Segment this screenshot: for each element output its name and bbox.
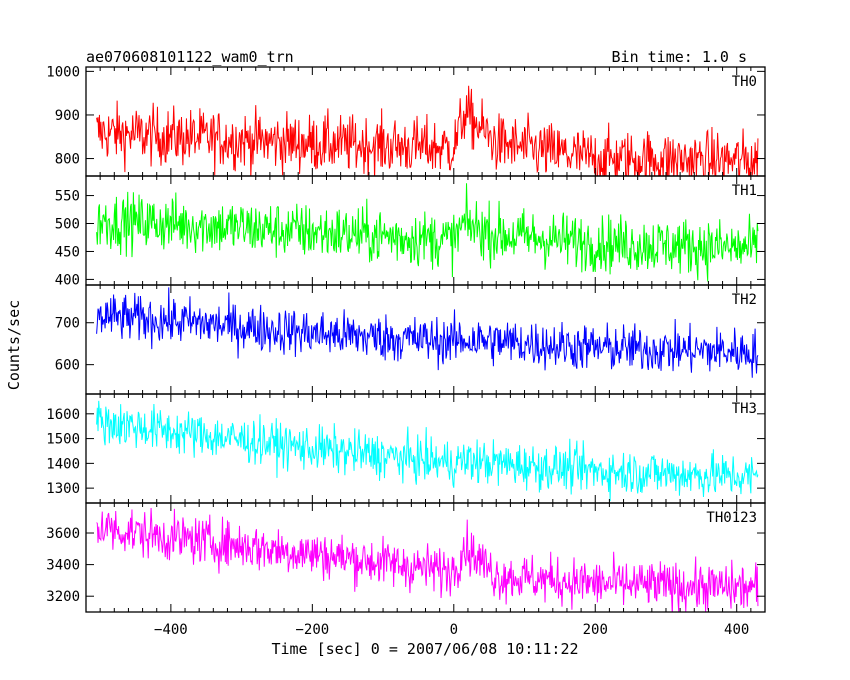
y-tick-label: 600 — [55, 358, 80, 374]
series-line-th3 — [96, 400, 759, 502]
panel-th2: 600 700 TH2 — [55, 284, 766, 395]
x-tick-label: 0 — [450, 622, 458, 638]
y-tick-label: 3600 — [46, 526, 80, 542]
y-tick-label: 1300 — [46, 481, 80, 497]
panel-label: TH3 — [732, 401, 757, 417]
x-tick-labels: −400 −200 0 200 400 — [154, 622, 749, 638]
panel-label: TH0 — [732, 74, 757, 90]
y-tick-label: 3200 — [46, 589, 80, 605]
y-tick-label: 450 — [55, 244, 80, 260]
series-line-th0 — [96, 85, 759, 176]
series-line-th1 — [96, 183, 759, 282]
y-axis-label: Counts/sec — [5, 300, 23, 390]
series-line-th0123 — [96, 508, 759, 612]
y-tick-label: 500 — [55, 217, 80, 233]
panel-th0123: 3200 3400 3600 TH0123 — [46, 502, 766, 613]
bin-time-label: Bin time: 1.0 s — [612, 48, 747, 66]
x-tick-label: −400 — [154, 622, 188, 638]
y-tick-label: 1500 — [46, 432, 80, 448]
y-tick-label: 550 — [55, 189, 80, 205]
x-tick-label: −200 — [295, 622, 329, 638]
y-tick-label: 3400 — [46, 558, 80, 574]
y-tick-label: 1400 — [46, 456, 80, 472]
panel-th1: 400 450 500 550 TH1 — [55, 175, 766, 288]
series-line-th2 — [96, 287, 759, 378]
x-tick-label: 400 — [724, 622, 749, 638]
panel-label: TH1 — [732, 183, 757, 199]
y-tick-label: 700 — [55, 316, 80, 332]
panel-frame — [85, 502, 766, 613]
y-tick-label: 1000 — [46, 64, 80, 80]
y-tick-label: 900 — [55, 108, 80, 124]
panel-label: TH2 — [732, 292, 757, 308]
panel-label: TH0123 — [706, 510, 757, 526]
x-axis-label: Time [sec] 0 = 2007/06/08 10:11:22 — [271, 640, 578, 658]
y-tick-label: 800 — [55, 152, 80, 168]
x-tick-label: 200 — [583, 622, 608, 638]
chart-title: ae070608101122_wam0_trn — [86, 48, 294, 66]
panel-th0: 800 900 1000 TH0 — [46, 64, 766, 177]
panels-group: 800 900 1000 TH0 400 450 500 550 TH1 600 700 TH2 130… — [46, 64, 766, 613]
panel-frame — [85, 284, 766, 395]
y-tick-label: 1600 — [46, 407, 80, 423]
y-tick-label: 400 — [55, 272, 80, 288]
panel-th3: 1300 1400 1500 1600 TH3 — [46, 393, 766, 504]
